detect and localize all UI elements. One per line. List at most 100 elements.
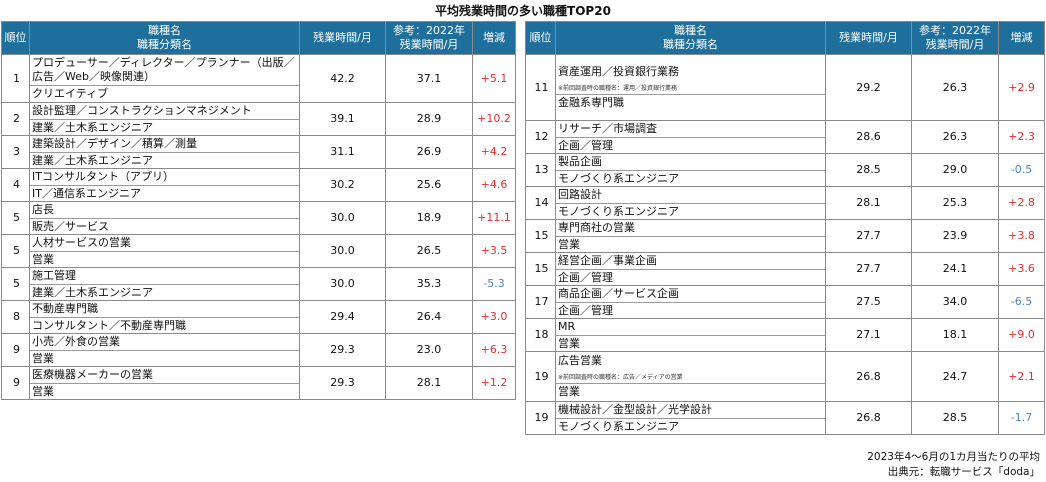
job-category: モノづくり系エンジニア bbox=[556, 169, 825, 186]
job-name: 機械設計／金型設計／光学設計 bbox=[558, 402, 712, 416]
diff-cell: +4.6 bbox=[472, 168, 516, 202]
diff-cell: +11.1 bbox=[472, 201, 516, 235]
hours-cell: 27.7 bbox=[825, 252, 912, 286]
diff-cell: +3.8 bbox=[998, 219, 1045, 253]
job-cell: リサーチ／市場調査 企画／管理 bbox=[555, 120, 826, 154]
table-row: 15 経営企画／事業企画 企画／管理 27.7 24.1 +3.6 bbox=[525, 252, 1045, 286]
diff-cell: +3.6 bbox=[998, 252, 1045, 286]
hours-cell: 29.4 bbox=[299, 300, 386, 334]
table-row: 18 MR 営業 27.1 18.1 +9.0 bbox=[525, 318, 1045, 352]
job-name: プロデューサー／ディレクター／プランナー（出版／広告／Web／映像関連） bbox=[32, 56, 295, 83]
ref-header-line1: 参考：2022年 bbox=[919, 24, 991, 37]
ref-hours-cell: 24.7 bbox=[911, 351, 999, 402]
ref-hours-cell: 23.9 bbox=[911, 219, 999, 253]
job-category: 営業 bbox=[556, 235, 825, 252]
job-category: 建業／土木系エンジニア bbox=[30, 118, 299, 135]
ref-hours-cell: 25.6 bbox=[385, 168, 473, 202]
hours-cell: 30.2 bbox=[299, 168, 386, 202]
table-row: 17 商品企画／サービス企画 企画／管理 27.5 34.0 -6.5 bbox=[525, 285, 1045, 319]
job-category: 販売／サービス bbox=[30, 217, 299, 234]
rank-cell: 14 bbox=[525, 186, 556, 220]
diff-cell: +2.9 bbox=[998, 54, 1045, 121]
hours-header: 残業時間/月 bbox=[299, 21, 386, 55]
table-row: 12 リサーチ／市場調査 企画／管理 28.6 26.3 +2.3 bbox=[525, 120, 1045, 154]
ref-header-line2: 残業時間/月 bbox=[399, 38, 459, 51]
job-cell: ITコンサルタント（アプリ） IT／通信系エンジニア bbox=[29, 168, 300, 202]
rank-cell: 8 bbox=[1, 300, 30, 334]
job-cell: 商品企画／サービス企画 企画／管理 bbox=[555, 285, 826, 319]
page-title: 平均残業時間の多い職種TOP20 bbox=[435, 4, 611, 18]
job-header-line1: 職種名 bbox=[148, 24, 181, 37]
ref-header: 参考：2022年 残業時間/月 bbox=[385, 21, 473, 55]
job-cell: 建築設計／デザイン／積算／測量 建業／土木系エンジニア bbox=[29, 135, 300, 169]
rank-cell: 17 bbox=[525, 285, 556, 319]
hours-cell: 27.1 bbox=[825, 318, 912, 352]
ref-hours-cell: 28.5 bbox=[911, 401, 999, 435]
ref-hours-cell: 26.9 bbox=[385, 135, 473, 169]
hours-cell: 31.1 bbox=[299, 135, 386, 169]
job-cell: 設計監理／コンストラクションマネジメント 建業／土木系エンジニア bbox=[29, 102, 300, 136]
table-row: 1 プロデューサー／ディレクター／プランナー（出版／広告／Web／映像関連） クリエ… bbox=[1, 54, 516, 103]
diff-cell: +1.2 bbox=[472, 366, 516, 400]
table-row: 11 資産運用／投資銀行業務 ※前回調査時の職種名：運用／投資銀行業務 金融系専門職 2… bbox=[525, 54, 1045, 121]
diff-cell: +9.0 bbox=[998, 318, 1045, 352]
table-row: 13 製品企画 モノづくり系エンジニア 28.5 29.0 -0.5 bbox=[525, 153, 1045, 187]
job-name: 製品企画 bbox=[558, 154, 602, 168]
hours-cell: 28.6 bbox=[825, 120, 912, 154]
hours-cell: 42.2 bbox=[299, 54, 386, 103]
ref-hours-cell: 28.9 bbox=[385, 102, 473, 136]
job-name: 施工管理 bbox=[32, 268, 76, 282]
job-cell: 医療機器メーカーの営業 営業 bbox=[29, 366, 300, 400]
job-name: 不動産専門職 bbox=[32, 301, 98, 315]
diff-cell: -1.7 bbox=[998, 401, 1045, 435]
ref-header: 参考：2022年 残業時間/月 bbox=[911, 21, 999, 55]
ref-hours-cell: 26.3 bbox=[911, 54, 999, 121]
job-category: 営業 bbox=[556, 383, 825, 399]
job-cell: 回路設計 モノづくり系エンジニア bbox=[555, 186, 826, 220]
ref-hours-cell: 26.4 bbox=[385, 300, 473, 334]
diff-cell: +3.0 bbox=[472, 300, 516, 334]
job-cell: 製品企画 モノづくり系エンジニア bbox=[555, 153, 826, 187]
table-header-row: 順位 職種名 職種分類名 残業時間/月 参考：2022年 残業時間/月 増減 bbox=[1, 21, 516, 55]
diff-cell: +3.5 bbox=[472, 234, 516, 268]
job-cell: 不動産専門職 コンサルタント／不動産専門職 bbox=[29, 300, 300, 334]
job-cell: 経営企画／事業企画 企画／管理 bbox=[555, 252, 826, 286]
source-note: 出典元：転職サービス「doda」 bbox=[887, 466, 1040, 478]
job-category: 企画／管理 bbox=[556, 136, 825, 153]
job-name: 店長 bbox=[32, 202, 54, 216]
rank-header: 順位 bbox=[1, 21, 30, 55]
period-note: 2023年4～6月の1カ月当たりの平均 bbox=[867, 451, 1040, 463]
job-name: 回路設計 bbox=[558, 187, 602, 201]
job-name: 人材サービスの営業 bbox=[32, 235, 131, 249]
job-cell: MR 営業 bbox=[555, 318, 826, 352]
rank-cell: 5 bbox=[1, 234, 30, 268]
table-row: 14 回路設計 モノづくり系エンジニア 28.1 25.3 +2.8 bbox=[525, 186, 1045, 220]
diff-cell: +2.3 bbox=[998, 120, 1045, 154]
hours-cell: 26.8 bbox=[825, 351, 912, 402]
ref-header-line2: 残業時間/月 bbox=[925, 38, 985, 51]
rank-cell: 5 bbox=[1, 201, 30, 235]
ranking-table-right: 順位 職種名 職種分類名 残業時間/月 参考：2022年 残業時間/月 増減 11 資… bbox=[525, 21, 1045, 435]
job-category: 営業 bbox=[30, 349, 299, 366]
job-cell: 施工管理 建業／土木系エンジニア bbox=[29, 267, 300, 301]
hours-cell: 28.1 bbox=[825, 186, 912, 220]
ref-hours-cell: 26.3 bbox=[911, 120, 999, 154]
diff-cell: +2.8 bbox=[998, 186, 1045, 220]
hours-cell: 28.5 bbox=[825, 153, 912, 187]
table-row: 19 広告営業 ※前回調査時の職種名：広告／メディアの営業 営業 26.8 24.7 +2.… bbox=[525, 351, 1045, 402]
hours-cell: 29.3 bbox=[299, 333, 386, 367]
rank-cell: 18 bbox=[525, 318, 556, 352]
rank-cell: 4 bbox=[1, 168, 30, 202]
hours-cell: 30.0 bbox=[299, 267, 386, 301]
hours-cell: 26.8 bbox=[825, 401, 912, 435]
rank-cell: 1 bbox=[1, 54, 30, 103]
job-category: モノづくり系エンジニア bbox=[556, 202, 825, 219]
job-category: 営業 bbox=[556, 334, 825, 351]
diff-cell: +2.1 bbox=[998, 351, 1045, 402]
rank-cell: 19 bbox=[525, 351, 556, 402]
job-category: コンサルタント／不動産専門職 bbox=[30, 316, 299, 333]
hours-cell: 30.0 bbox=[299, 201, 386, 235]
rank-header: 順位 bbox=[525, 21, 556, 55]
job-name-note: ※前回調査時の職種名：広告／メディアの営業 bbox=[558, 374, 683, 381]
job-category: 建業／土木系エンジニア bbox=[30, 151, 299, 168]
